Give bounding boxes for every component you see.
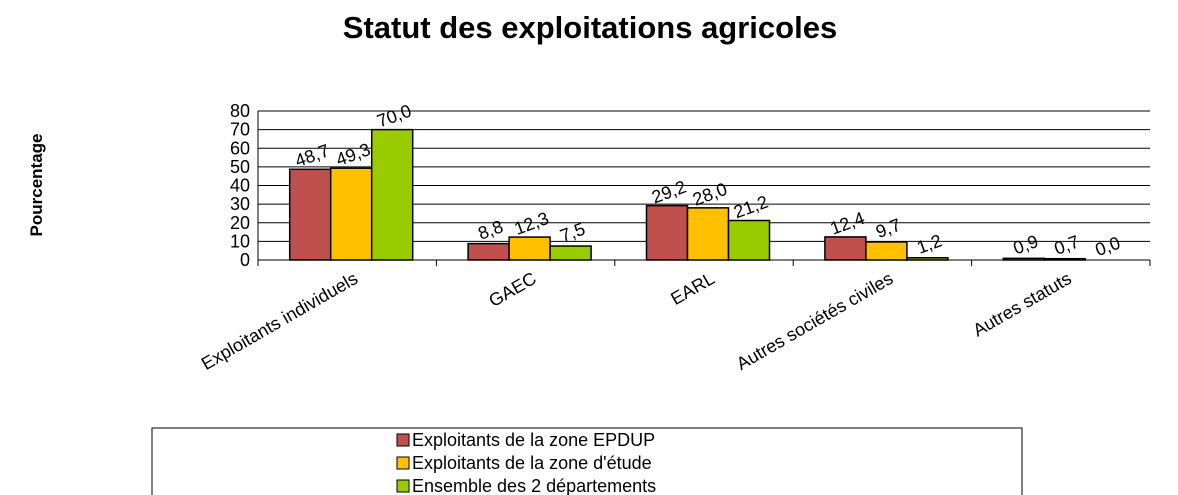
legend-swatch [396,433,410,447]
value-label: 29,2 [649,177,689,208]
legend-swatch [396,479,410,493]
x-tick-label: Autres sociétés civiles [733,268,896,374]
value-label: 0,9 [1011,231,1041,258]
y-tick-label: 80 [230,101,250,121]
y-tick-label: 20 [230,213,250,233]
x-tick-label: GAEC [485,268,539,311]
chart-title: Statut des exploitations agricoles [343,10,837,45]
bar [824,236,867,261]
y-tick-label: 50 [230,157,250,177]
y-tick-label: 70 [230,120,250,140]
legend-label: Ensemble des 2 départements [412,476,656,495]
legend-label: Exploitants de la zone d'étude [412,453,652,473]
y-axis-label: Pourcentage [27,134,46,237]
bar [727,219,771,261]
legend-swatch [396,456,410,470]
value-label: 21,2 [731,191,771,222]
y-tick-label: 0 [240,250,250,270]
value-label: 0,7 [1052,231,1082,258]
bar [508,236,551,261]
y-tick-label: 40 [230,176,250,196]
value-label: 12,4 [827,208,867,239]
bar [329,167,373,261]
x-tick-label: Autres statuts [969,268,1074,340]
bar [906,257,949,261]
value-label: 9,7 [873,215,903,242]
bar [1043,257,1087,261]
bar [370,128,414,261]
value-label: 70,0 [374,101,414,132]
y-tick-label: 10 [230,231,250,251]
y-tick-label: 60 [230,138,250,158]
y-tick-label: 30 [230,194,250,214]
value-label: 8,8 [475,216,505,243]
bar [288,168,332,261]
legend-box [151,427,1023,495]
bar [865,241,908,261]
value-label: 49,3 [333,139,373,170]
x-tick-label: Exploitants individuels [198,268,361,374]
bar [645,204,689,261]
bar [467,242,510,261]
legend-label: Exploitants de la zone EPDUP [412,430,655,450]
bar [686,207,730,261]
value-label: 12,3 [512,208,552,239]
value-label: 1,2 [914,230,944,257]
x-tick-label: EARL [667,268,718,309]
bar [1002,257,1046,261]
value-label: 28,0 [690,179,730,210]
value-label: 0,0 [1093,233,1123,260]
bar [549,245,592,261]
